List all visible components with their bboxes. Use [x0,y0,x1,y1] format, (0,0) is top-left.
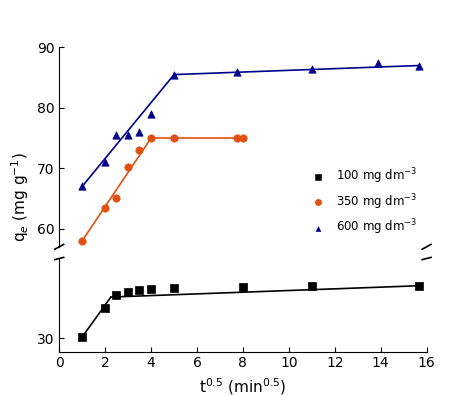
Point [135,29,143,36]
Point [308,66,316,72]
Point [78,183,86,190]
Point [239,135,246,141]
Point [135,129,143,135]
X-axis label: t$^{0.5}$ (min$^{0.5}$): t$^{0.5}$ (min$^{0.5}$) [199,376,287,395]
Point [78,89,86,96]
Point [415,62,422,69]
Point [415,282,422,289]
Point [124,68,132,74]
Point [112,367,119,374]
Text: q$_e$ (mg g$^{-1}$): q$_e$ (mg g$^{-1}$) [9,153,31,242]
Point [308,283,316,290]
Legend: 100 mg dm$^{-3}$, 350 mg dm$^{-3}$, 600 mg dm$^{-3}$: 100 mg dm$^{-3}$, 350 mg dm$^{-3}$, 600 … [303,163,421,241]
Point [112,102,119,109]
Point [415,359,422,365]
Point [124,365,132,371]
Point [147,362,155,369]
Point [233,36,241,42]
Point [124,33,132,39]
Point [101,305,109,312]
Point [78,149,86,155]
Point [101,62,109,69]
Point [170,285,178,292]
Point [78,334,86,340]
Point [170,71,178,78]
Point [135,147,143,153]
Point [112,132,119,138]
Point [170,361,178,368]
Point [112,292,119,298]
Point [124,289,132,295]
Point [78,238,86,244]
Point [112,195,119,201]
Point [147,36,155,42]
Point [147,286,155,292]
Point [124,164,132,170]
Point [147,135,155,141]
Point [374,59,382,66]
Point [124,132,132,138]
Point [101,380,109,386]
Point [101,204,109,211]
Point [239,284,246,290]
Point [308,360,316,366]
Point [170,36,178,42]
Point [101,113,109,119]
Point [112,33,119,39]
Point [233,135,241,141]
Point [239,36,246,42]
Point [239,360,246,367]
Point [147,9,155,16]
Point [233,68,241,75]
Point [170,135,178,141]
Point [135,363,143,370]
Point [101,159,109,166]
Point [135,49,143,56]
Point [147,111,155,117]
Point [135,287,143,293]
